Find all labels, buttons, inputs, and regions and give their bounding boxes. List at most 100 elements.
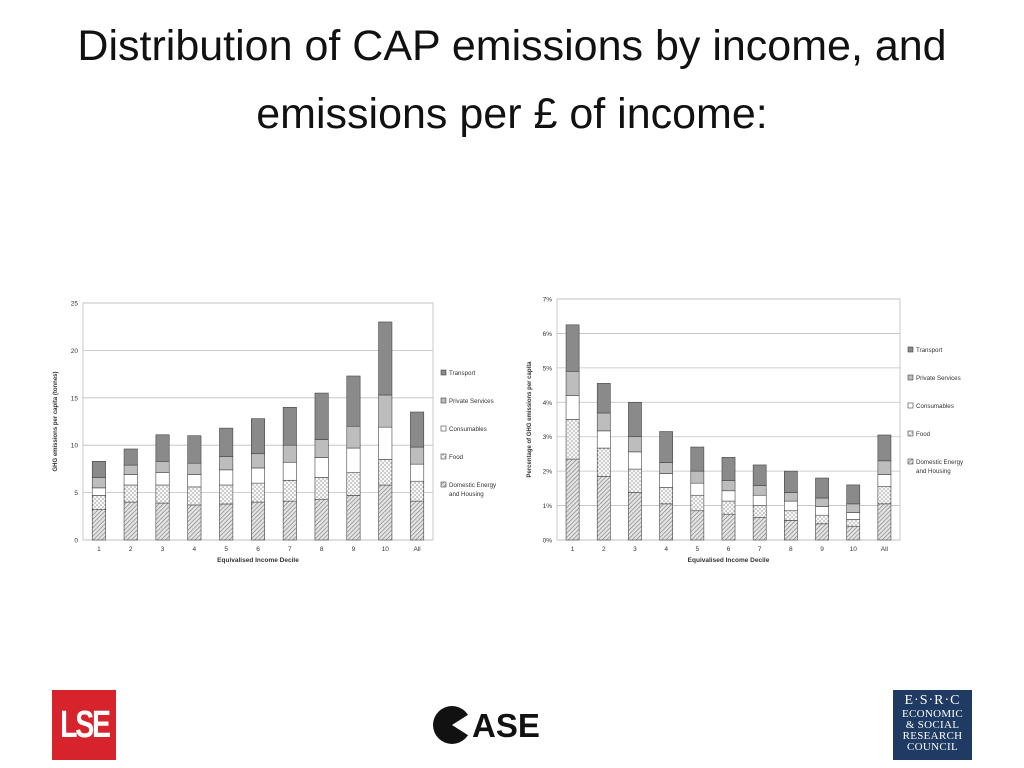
esrc-logo: E·S·R·C ECONOMIC & SOCIAL RESEARCH COUNC… — [893, 690, 972, 760]
bar-segment-transport — [690, 446, 705, 472]
case-logo-text: ASE — [472, 707, 540, 744]
esrc-logo-line-2: ECONOMIC — [901, 708, 964, 720]
y-axis-label: Percentage of GHG emissions per capita — [527, 361, 533, 478]
bar-segment-consumables — [314, 457, 329, 478]
x-tick-label: 4 — [193, 546, 197, 553]
slide-title: Distribution of CAP emissions by income,… — [77, 22, 947, 138]
bar-segment-transport — [784, 470, 798, 493]
y-axis-label: GHG emissions per capita (tonnes) — [53, 371, 59, 471]
bar-segment-domestic-energy-and-housing — [378, 484, 393, 541]
bar-segment-domestic-energy-and-housing — [314, 498, 329, 541]
bar-segment-domestic-energy-and-housing — [877, 503, 892, 541]
y-tick-label: 3% — [543, 434, 553, 441]
legend-swatch-consumables — [907, 402, 914, 409]
x-tick-label: 7 — [288, 546, 292, 553]
bar-segment-transport — [846, 484, 861, 505]
legend-swatch-food — [907, 430, 914, 437]
bar-segment-food — [123, 484, 138, 503]
bar-segment-private-services — [752, 485, 767, 496]
bar-segment-private-services — [659, 462, 673, 474]
x-tick-label: 1 — [571, 546, 575, 553]
x-tick-label: 5 — [696, 546, 700, 553]
y-tick-label: 7% — [543, 297, 553, 304]
y-tick-label: 10 — [71, 443, 79, 450]
esrc-logo-line-5: COUNCIL — [907, 741, 958, 753]
lse-logo: LSE — [52, 690, 116, 760]
x-tick-label: 6 — [727, 546, 731, 553]
x-tick-label: 2 — [602, 546, 606, 553]
legend-label-private-services: Private Services — [449, 398, 494, 405]
bar-segment-food — [219, 484, 234, 505]
bar-segment-private-services — [596, 412, 611, 432]
bar-segment-domestic-energy-and-housing — [784, 520, 798, 541]
bar-segment-domestic-energy-and-housing — [721, 513, 736, 541]
case-logo: ASE — [433, 706, 540, 744]
bar-segment-domestic-energy-and-housing — [752, 517, 767, 541]
esrc-logo-line-3: & SOCIAL — [905, 719, 960, 731]
bar-segment-domestic-energy-and-housing — [187, 504, 202, 541]
bar-segment-private-services — [282, 444, 297, 463]
bar-segment-transport — [721, 457, 736, 481]
bar-segment-transport — [410, 411, 425, 448]
bar-segment-domestic-energy-and-housing — [155, 502, 170, 541]
x-tick-label: 2 — [129, 546, 133, 553]
bar-segment-transport — [378, 321, 393, 396]
bar-segment-food — [410, 480, 425, 502]
legend-label-consumables: Consumables — [916, 403, 954, 410]
x-tick-label: 10 — [382, 546, 390, 553]
legend-label-transport: Transport — [916, 347, 943, 354]
bar-segment-food — [846, 519, 861, 527]
bar-segment-transport — [219, 427, 234, 457]
bar-segment-consumables — [155, 472, 170, 486]
bar-segment-consumables — [187, 474, 202, 488]
legend-swatch-transport — [440, 369, 447, 376]
bar-segment-consumables — [596, 430, 611, 449]
bar-segment-transport — [815, 477, 829, 499]
bar-segment-food — [815, 514, 829, 525]
bar-segment-food — [282, 479, 297, 502]
bar-segment-consumables — [846, 512, 861, 520]
legend-swatch-consumables — [440, 425, 447, 432]
x-axis-label: Equivalised Income Decile — [688, 557, 770, 564]
legend-label-transport: Transport — [449, 370, 476, 377]
bar-segment-private-services — [155, 461, 170, 473]
bar-segment-food — [721, 500, 736, 515]
bar-segment-food — [628, 468, 642, 493]
bar-segment-private-services — [846, 503, 861, 513]
x-tick-label: 6 — [256, 546, 260, 553]
bar-segment-domestic-energy-and-housing — [596, 476, 611, 541]
bar-segment-consumables — [877, 474, 892, 487]
bar-segment-transport — [123, 448, 138, 466]
x-tick-label: 9 — [352, 546, 356, 553]
bar-segment-food — [346, 472, 361, 496]
bar-segment-transport — [877, 434, 892, 462]
bar-segment-food — [877, 486, 892, 505]
bar-segment-private-services — [187, 462, 202, 475]
bar-segment-transport — [752, 464, 767, 486]
bar-segment-transport — [155, 434, 170, 462]
legend-label-private-services: Private Services — [916, 375, 961, 382]
bar-segment-private-services — [314, 439, 329, 458]
y-tick-label: 6% — [543, 331, 553, 338]
bar-segment-private-services — [690, 470, 705, 484]
bar-segment-food — [690, 494, 705, 512]
bar-segment-private-services — [784, 492, 798, 502]
bar-segment-consumables — [690, 482, 705, 496]
bar-segment-food — [155, 484, 170, 504]
bar-segment-consumables — [91, 487, 106, 496]
bar-segment-consumables — [721, 490, 736, 502]
x-tick-label: 1 — [97, 546, 101, 553]
lse-logo-text: LSE — [59, 703, 111, 746]
bar-segment-domestic-energy-and-housing — [846, 525, 861, 541]
bar-segment-transport — [565, 324, 580, 372]
bar-segment-private-services — [378, 394, 393, 428]
bar-segment-transport — [187, 435, 202, 464]
bar-segment-domestic-energy-and-housing — [815, 523, 829, 541]
esrc-logo-line-4: RESEARCH — [902, 730, 963, 742]
y-tick-label: 0 — [74, 538, 78, 545]
bar-segment-transport — [596, 383, 611, 414]
bar-segment-consumables — [784, 500, 798, 512]
legend-label-food: Food — [916, 431, 931, 438]
bar-segment-food — [752, 505, 767, 518]
